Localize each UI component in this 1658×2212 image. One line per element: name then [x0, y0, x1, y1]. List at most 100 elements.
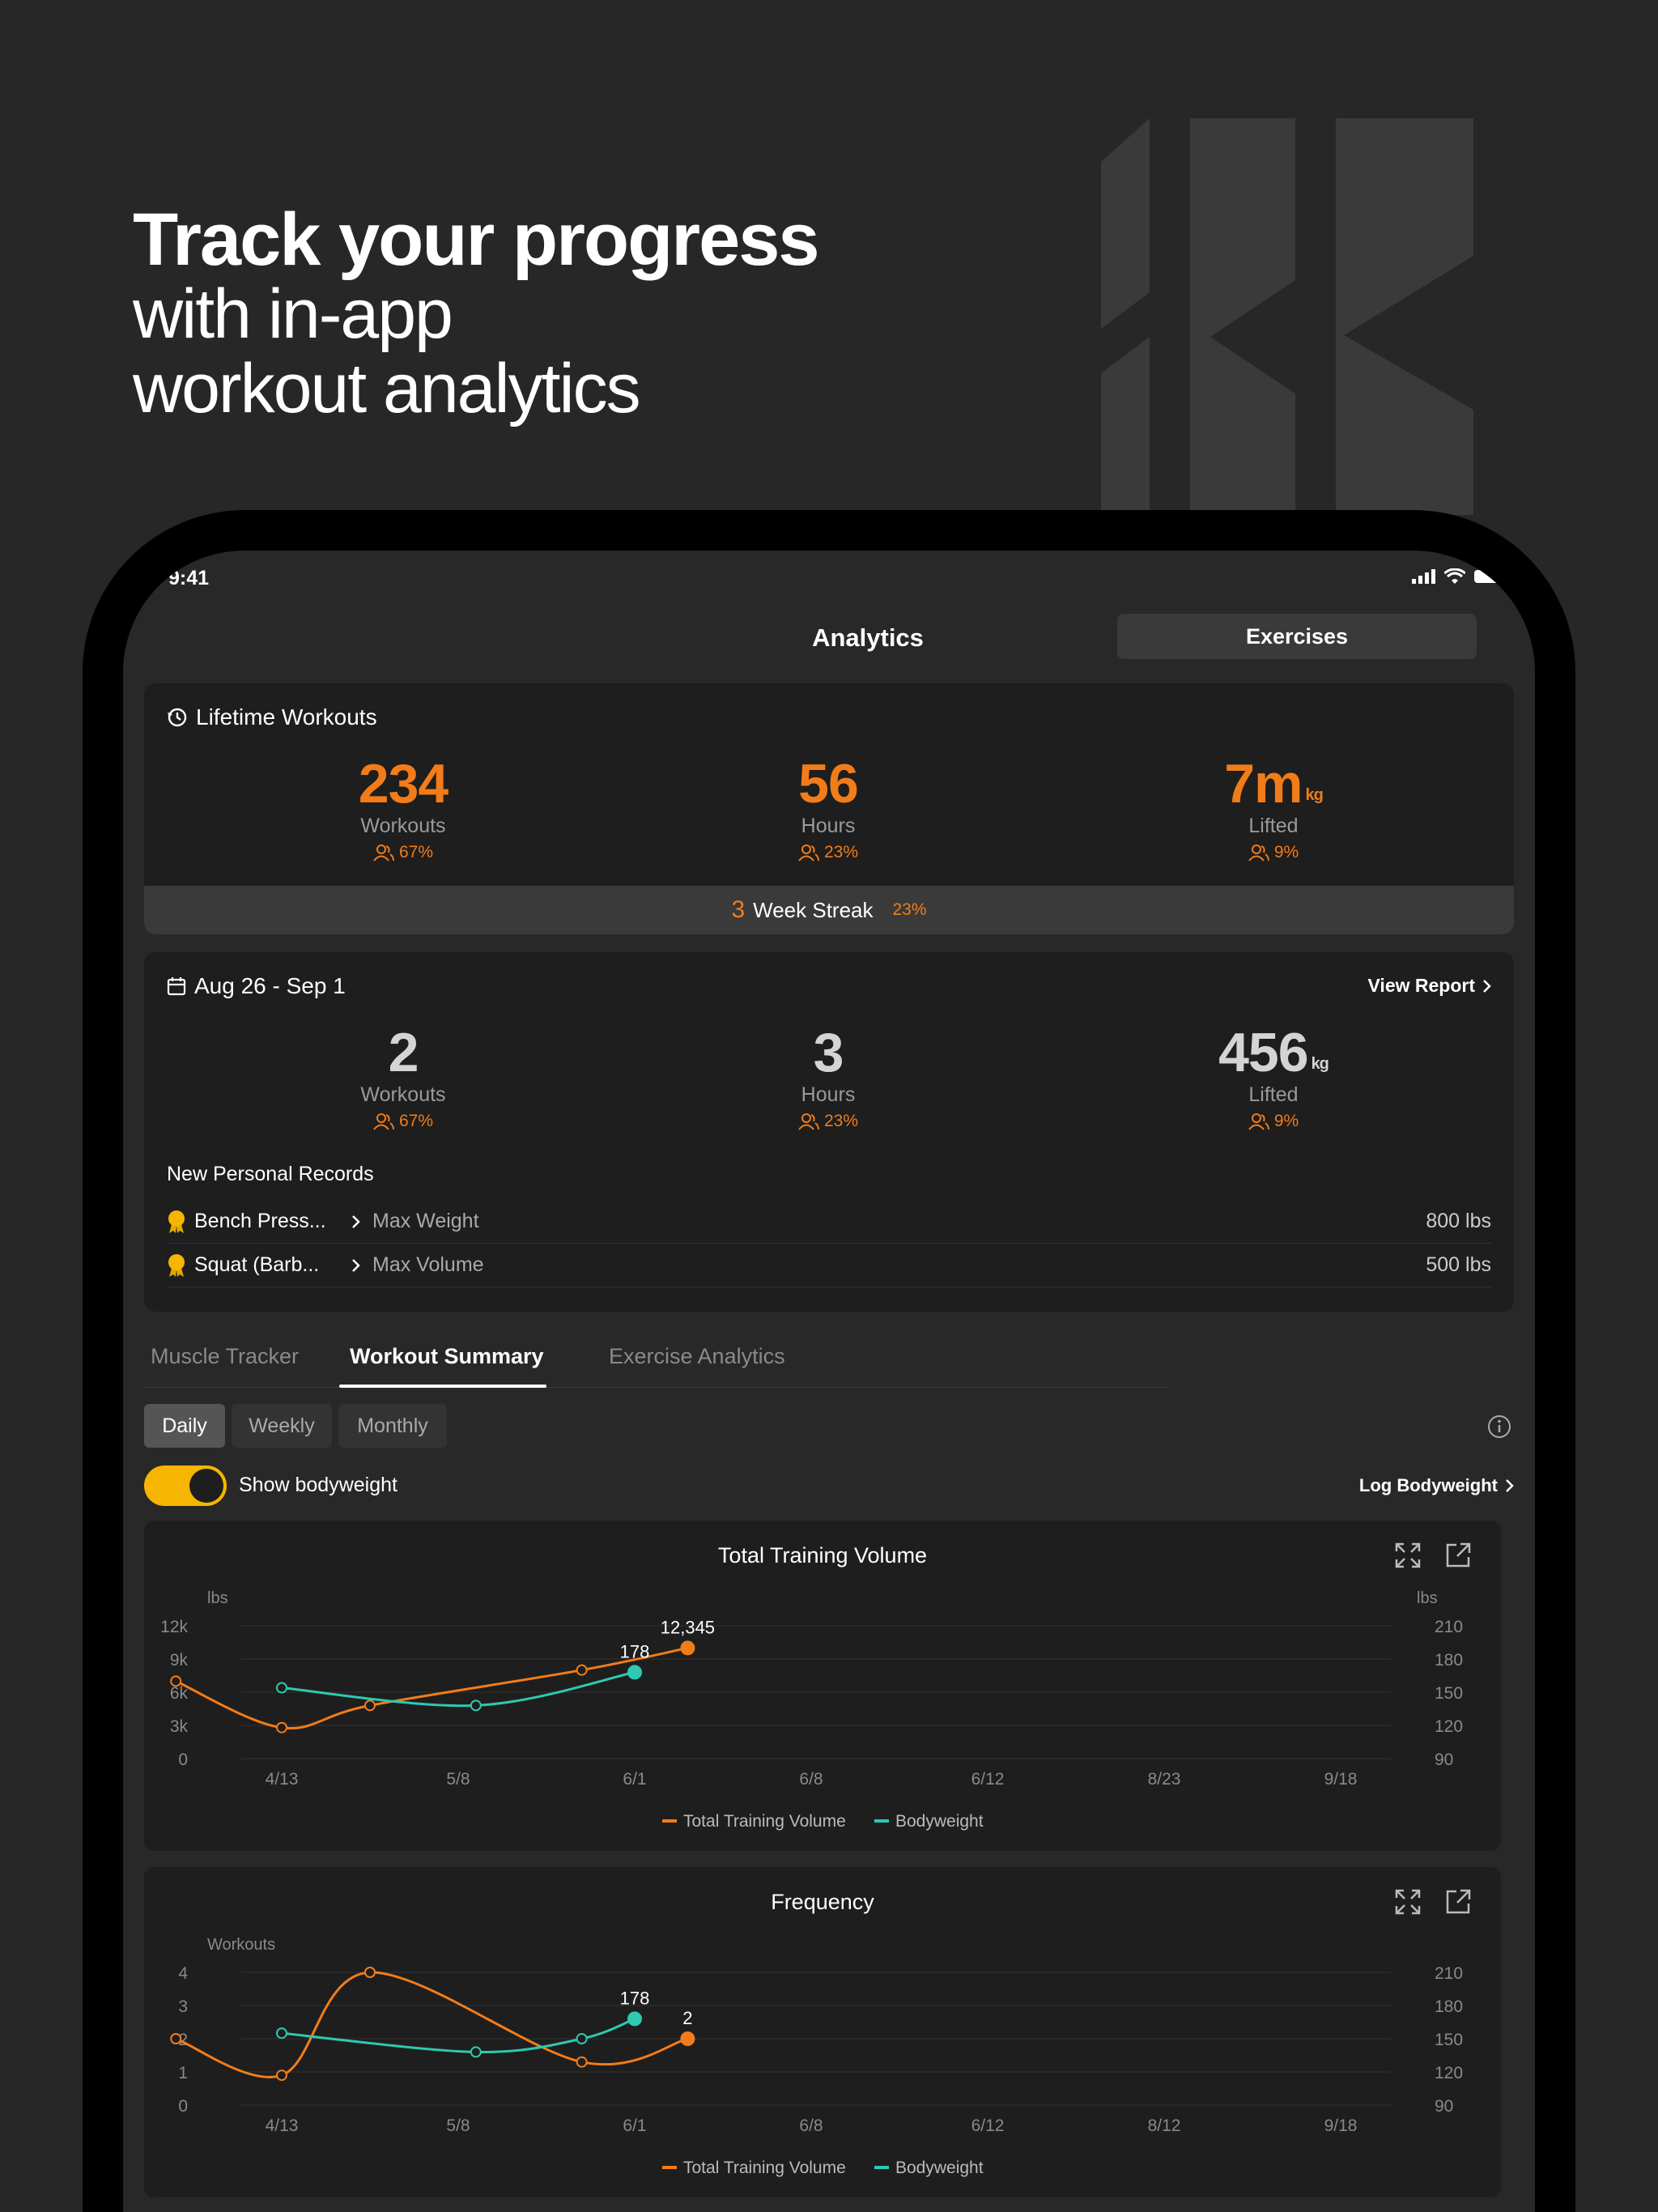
- log-bodyweight-link[interactable]: Log Bodyweight: [1359, 1475, 1514, 1496]
- expand-icon[interactable]: [1394, 1888, 1422, 1916]
- week-summary-card: Aug 26 - Sep 1 View Report 2 Workouts 67…: [144, 952, 1514, 1312]
- legend-swatch: [662, 2166, 677, 2169]
- streak-pct: 23%: [892, 900, 927, 919]
- data-point: [276, 1682, 287, 1694]
- y-tick-right: 90: [1435, 1750, 1453, 1769]
- x-tick: 6/12: [971, 2116, 1005, 2135]
- users-icon: [373, 1113, 394, 1130]
- stat-value: 56: [798, 753, 859, 815]
- exercises-button[interactable]: Exercises: [1117, 614, 1477, 659]
- y-tick-right: 210: [1435, 1964, 1463, 1983]
- y-tick-left: 3: [178, 1997, 188, 2016]
- signal-icon: [1412, 569, 1435, 584]
- data-point: [627, 2011, 642, 2027]
- data-point: [276, 2069, 287, 2082]
- y-tick-right: 150: [1435, 2031, 1463, 2049]
- y-axis-label-right: lbs: [1417, 1589, 1438, 1607]
- chart-title: Frequency: [771, 1890, 874, 1914]
- chart-actions: [1394, 1888, 1472, 1916]
- x-tick: 9/18: [1324, 2116, 1358, 2135]
- period-daily[interactable]: Daily: [144, 1404, 225, 1448]
- stat-label: Workouts: [360, 815, 446, 837]
- tab-exercise-analytics[interactable]: Exercise Analytics: [609, 1344, 785, 1368]
- stat-value: 7m: [1224, 753, 1303, 815]
- data-point: [170, 1675, 182, 1687]
- users-icon: [798, 1113, 819, 1130]
- bodyweight-toggle[interactable]: [144, 1465, 227, 1506]
- stat-value: 2: [388, 1022, 419, 1083]
- stat-change: 23%: [707, 843, 950, 862]
- data-point: [364, 1967, 376, 1978]
- analytics-tabs: Muscle Tracker Workout Summary Exercise …: [144, 1338, 1169, 1388]
- wifi-icon: [1444, 568, 1465, 584]
- log-bodyweight-label: Log Bodyweight: [1358, 1475, 1498, 1495]
- x-tick: 5/8: [446, 1770, 470, 1789]
- stat-change: 67%: [282, 843, 525, 862]
- series-line: [281, 1670, 636, 1708]
- info-icon[interactable]: [1486, 1414, 1512, 1440]
- expand-icon[interactable]: [1394, 1542, 1422, 1569]
- page-title: Analytics: [812, 623, 924, 652]
- record-value: 500 lbs: [1426, 1253, 1491, 1276]
- chevron-right-icon: [352, 1258, 360, 1272]
- lifetime-stat-lifted: 7m kg Lifted 9%: [1152, 755, 1395, 862]
- stat-pct-text: 67%: [398, 1112, 434, 1130]
- legend-swatch: [662, 1819, 677, 1823]
- view-report-link[interactable]: View Report: [1368, 975, 1492, 997]
- headline-bold: Track your progress: [133, 198, 820, 281]
- record-value: 800 lbs: [1426, 1210, 1491, 1232]
- y-tick-left: 4: [178, 1964, 188, 1983]
- week-stat-hours: 3 Hours 23%: [707, 1023, 950, 1131]
- data-point: [576, 2033, 588, 2044]
- frequency-card: 0 1 2 3 4 90 120 150 180 210 Workouts 4/13 5/8 6/1 6/8…: [144, 1867, 1501, 2197]
- view-report-label: View Report: [1367, 975, 1476, 996]
- personal-record-row[interactable]: Bench Press... Max Weight 800 lbs: [167, 1200, 1491, 1244]
- data-label: 12,345: [661, 1617, 715, 1637]
- lifetime-stat-workouts: 234 Workouts 67%: [282, 755, 525, 862]
- y-axis-label-left: Workouts: [207, 1936, 275, 1954]
- share-icon[interactable]: [1444, 1542, 1472, 1569]
- headline-line-3: workout analytics: [133, 350, 641, 428]
- personal-record-row[interactable]: Squat (Barb... Max Volume 500 lbs: [167, 1244, 1491, 1287]
- week-title: Aug 26 - Sep 1: [167, 973, 346, 999]
- series-line: [175, 1971, 688, 2078]
- medal-icon: [168, 1253, 185, 1277]
- total-training-volume-chart: 0 3k 6k 9k 12k 90 120 150 180 210 lbs lbs 4/13 5/8 6/1…: [160, 1589, 1463, 1831]
- data-point: [627, 1665, 642, 1680]
- calendar-icon: [167, 977, 186, 996]
- stat-value: 234: [358, 753, 449, 815]
- x-tick: 4/13: [266, 2116, 299, 2135]
- share-icon[interactable]: [1444, 1888, 1472, 1916]
- y-tick-right: 210: [1435, 1618, 1463, 1636]
- streak-count: 3: [731, 896, 746, 923]
- stat-label: Lifted: [1248, 815, 1299, 837]
- legend-label: Total Training Volume: [683, 2159, 846, 2177]
- medal-icon: [168, 1210, 185, 1233]
- frequency-chart: 0 1 2 3 4 90 120 150 180 210 Workouts 4/13 5/8 6/1 6/8…: [170, 1936, 1463, 2177]
- headline-line-2: with in-app: [133, 275, 453, 353]
- stat-label: Hours: [801, 1083, 856, 1106]
- tab-workout-summary[interactable]: Workout Summary: [350, 1344, 544, 1368]
- y-tick-left: 3k: [170, 1717, 189, 1736]
- data-point: [576, 1664, 588, 1676]
- brand-logo-icon: [1101, 118, 1473, 515]
- users-icon: [1248, 844, 1269, 861]
- stat-value: 3: [813, 1022, 844, 1083]
- personal-records-title: New Personal Records: [167, 1163, 374, 1185]
- period-weekly[interactable]: Weekly: [232, 1404, 332, 1448]
- stat-change: 23%: [707, 1112, 950, 1131]
- legend-label: Bodyweight: [895, 2159, 984, 2177]
- y-tick-left: 12k: [160, 1618, 188, 1636]
- data-point: [576, 2056, 588, 2068]
- week-stat-workouts: 2 Workouts 67%: [282, 1023, 525, 1131]
- x-tick: 8/12: [1148, 2116, 1181, 2135]
- legend-label: Bodyweight: [895, 1812, 984, 1831]
- lifetime-title: Lifetime Workouts: [167, 704, 377, 730]
- stat-value: 456: [1218, 1022, 1308, 1083]
- data-label: 2: [682, 2008, 692, 2028]
- period-monthly[interactable]: Monthly: [338, 1404, 447, 1448]
- x-tick: 9/18: [1324, 1770, 1358, 1789]
- y-tick-right: 180: [1435, 1651, 1463, 1670]
- chart-actions: [1394, 1542, 1472, 1569]
- tab-muscle-tracker[interactable]: Muscle Tracker: [151, 1344, 300, 1368]
